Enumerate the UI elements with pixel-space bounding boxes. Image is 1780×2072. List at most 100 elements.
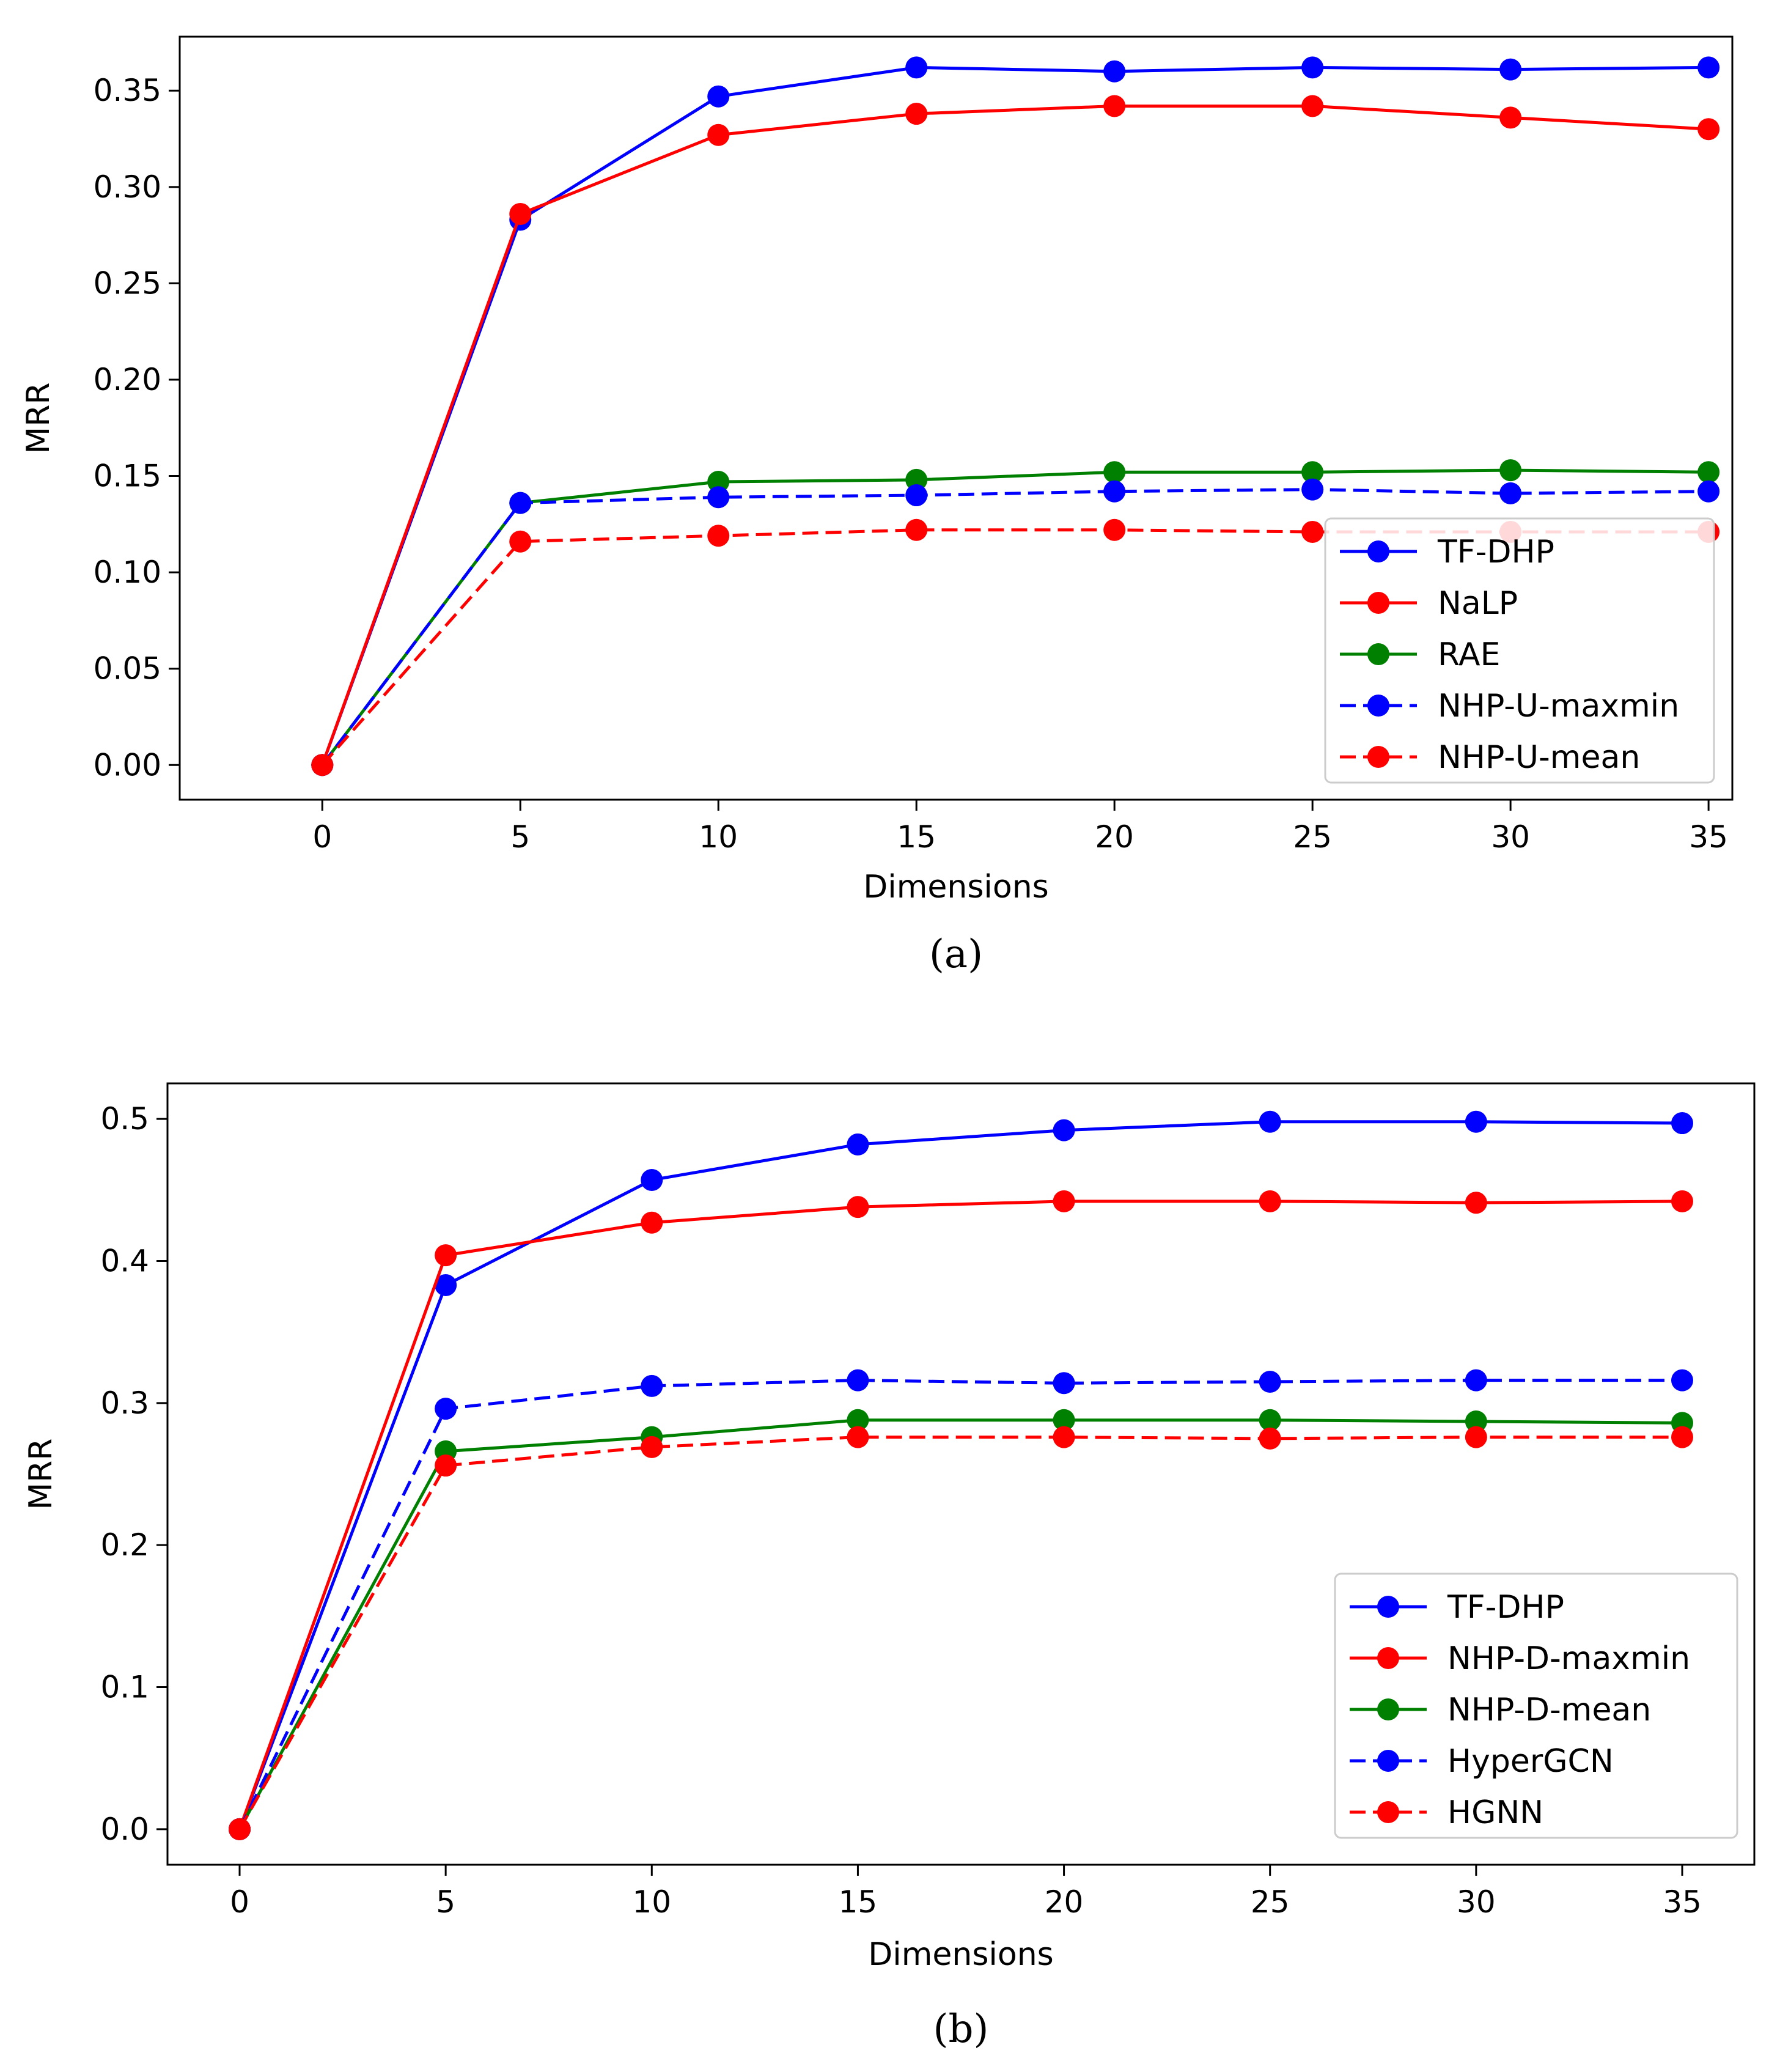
data-point [905, 518, 928, 541]
figure-caption: (a) [929, 932, 983, 977]
y-tick-label: 0.3 [100, 1385, 149, 1421]
data-point [1697, 118, 1720, 141]
data-point [1301, 478, 1324, 501]
y-tick-label: 0.05 [94, 651, 161, 687]
data-point [1671, 1190, 1693, 1212]
data-point [1301, 461, 1324, 484]
x-tick-label: 30 [1457, 1884, 1496, 1920]
data-point [1465, 1369, 1487, 1392]
data-point [1697, 461, 1720, 484]
data-point [1301, 95, 1324, 117]
legend-box [1324, 517, 1715, 784]
data-point [435, 1454, 457, 1477]
x-axis-label: Dimensions [863, 869, 1049, 905]
legend-label: NHP-D-maxmin [1447, 1640, 1690, 1677]
data-point [1103, 60, 1126, 83]
y-tick-label: 0.1 [100, 1670, 149, 1705]
y-tick-label: 0.0 [100, 1812, 149, 1847]
series-nhp-u-maxmin [311, 478, 1720, 776]
data-point [1671, 1369, 1693, 1392]
x-tick-label: 15 [897, 819, 936, 855]
legend-label: NaLP [1438, 585, 1518, 622]
legend-marker [1377, 1647, 1399, 1669]
data-point [1671, 1426, 1693, 1448]
x-tick-label: 20 [1095, 819, 1134, 855]
y-axis-label: MRR [23, 1438, 59, 1510]
data-point [1103, 95, 1126, 117]
data-point [509, 202, 532, 225]
series-hgnn [229, 1426, 1693, 1840]
data-point [1259, 1190, 1281, 1212]
series-nhp-d-maxmin [229, 1190, 1693, 1840]
series-line [238, 1200, 1683, 1830]
data-point [707, 471, 730, 493]
data-point [641, 1436, 663, 1458]
data-point [1301, 520, 1324, 543]
data-point [1259, 1409, 1281, 1431]
series-line [321, 468, 1709, 766]
data-point [707, 486, 730, 509]
legend-label: HyperGCN [1447, 1743, 1614, 1780]
data-point [707, 124, 730, 146]
legend-label: NHP-U-maxmin [1438, 688, 1679, 724]
data-point [905, 56, 928, 79]
data-point [1053, 1372, 1075, 1395]
y-tick-label: 0.20 [94, 362, 161, 397]
data-point [311, 754, 334, 776]
y-tick-label: 0.35 [94, 73, 161, 108]
legend-marker [1377, 1801, 1399, 1823]
x-tick-label: 25 [1251, 1884, 1290, 1920]
data-point [1103, 480, 1126, 503]
data-point [847, 1369, 869, 1392]
x-tick-label: 10 [632, 1884, 671, 1920]
x-tick-label: 35 [1689, 819, 1728, 855]
y-tick-label: 0.5 [100, 1101, 149, 1137]
legend-marker [1367, 746, 1389, 768]
data-point [707, 85, 730, 108]
x-tick-label: 15 [839, 1884, 878, 1920]
legend-label: TF-DHP [1447, 1589, 1564, 1626]
data-point [847, 1196, 869, 1218]
data-point [1465, 1410, 1487, 1433]
chart-a: 0 5 10 15 20 25 30 35 0.00 0.05 0.10 0.15 0.20 0.25 0.… [20, 35, 1734, 977]
data-point [1499, 106, 1522, 129]
series-hypergcn [229, 1369, 1693, 1840]
legend-marker [1367, 540, 1389, 562]
data-point [641, 1211, 663, 1234]
data-point [509, 492, 532, 514]
y-tick-label: 0.30 [94, 169, 161, 205]
legend-marker [1377, 1698, 1399, 1720]
x-tick-label: 30 [1491, 819, 1530, 855]
data-point [1259, 1427, 1281, 1450]
data-point [1259, 1110, 1281, 1133]
data-point [641, 1169, 663, 1192]
data-point [435, 1244, 457, 1267]
y-tick-label: 0.10 [94, 555, 161, 590]
data-point [229, 1818, 251, 1840]
legend-marker [1367, 592, 1389, 614]
legend-box [1334, 1572, 1738, 1839]
data-point [435, 1274, 457, 1296]
data-point [1103, 461, 1126, 484]
series-line [238, 1436, 1682, 1831]
legend-label: HGNN [1447, 1794, 1543, 1831]
data-point [1499, 459, 1522, 482]
series-line [238, 1379, 1682, 1831]
legend-marker [1377, 1596, 1399, 1618]
plot-frame [178, 35, 1734, 801]
y-tick-label: 0.25 [94, 265, 161, 301]
legend-label: TF-DHP [1437, 534, 1554, 570]
legend-marker [1367, 643, 1389, 665]
data-point [1053, 1190, 1075, 1212]
data-point [1465, 1110, 1487, 1133]
data-point [1465, 1426, 1487, 1448]
data-point [1697, 56, 1720, 79]
y-tick-label: 0.00 [94, 747, 161, 783]
data-point [1053, 1119, 1075, 1141]
data-point [1499, 58, 1522, 81]
legend: TF-DHP NHP-D-maxmin NHP-D-mean HyperGCN HGNN [1334, 1572, 1738, 1839]
data-point [1259, 1370, 1281, 1393]
data-point [847, 1409, 869, 1431]
y-tick-label: 0.2 [100, 1527, 149, 1563]
